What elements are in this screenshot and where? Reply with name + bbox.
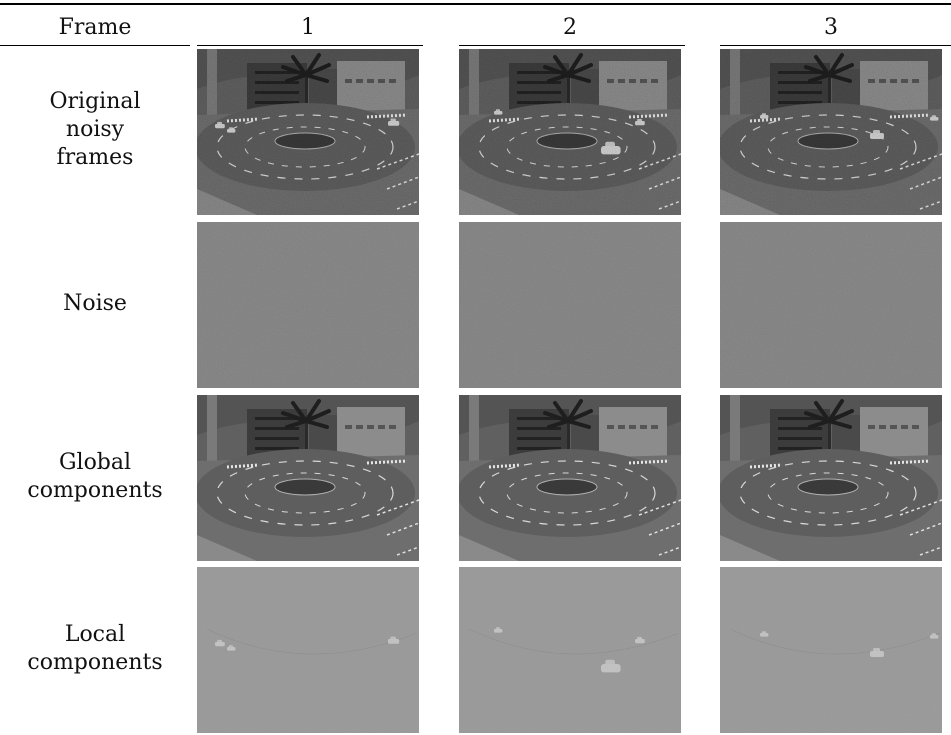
image-noise-3	[720, 222, 942, 388]
row-label-line: Noise	[63, 291, 127, 316]
header-rule-col2	[459, 45, 685, 46]
image-noise-1	[197, 222, 419, 388]
image-noisy-frame-3	[720, 49, 942, 215]
header-rule-col3	[720, 45, 951, 46]
row-label-global: Global components	[0, 449, 190, 505]
row-label-line: components	[27, 478, 163, 503]
row-label-line: Local	[64, 622, 126, 647]
header-rule-col1	[197, 45, 423, 46]
row-label-noise: Noise	[0, 290, 190, 318]
header-rule-label	[0, 45, 190, 46]
image-noisy-frame-2	[459, 49, 681, 215]
image-global-1	[197, 395, 419, 561]
image-global-3	[720, 395, 942, 561]
image-global-2	[459, 395, 681, 561]
row-label-local: Local components	[0, 621, 190, 677]
row-label-line: frames	[56, 145, 134, 170]
header-col-1: 1	[301, 15, 315, 40]
header-col-2: 2	[563, 15, 577, 40]
header-frame: Frame	[58, 15, 132, 40]
image-local-2	[459, 567, 681, 733]
top-rule	[0, 3, 951, 5]
image-local-3	[720, 567, 942, 733]
header-col-3: 3	[824, 15, 838, 40]
row-label-noisy: Original noisy frames	[0, 88, 190, 172]
image-noisy-frame-1	[197, 49, 419, 215]
row-label-line: noisy	[65, 117, 125, 142]
row-label-line: components	[27, 650, 163, 675]
row-label-line: Original	[49, 89, 141, 114]
image-noise-2	[459, 222, 681, 388]
row-label-line: Global	[58, 450, 132, 475]
image-local-1	[197, 567, 419, 733]
